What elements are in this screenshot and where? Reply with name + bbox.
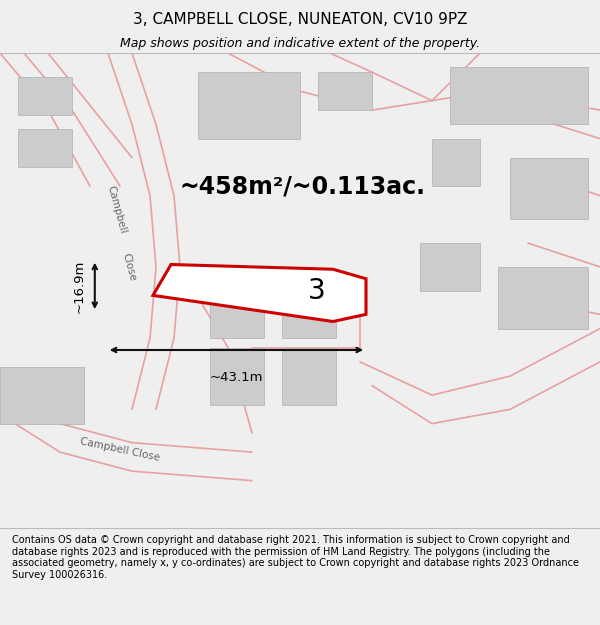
Text: Contains OS data © Crown copyright and database right 2021. This information is : Contains OS data © Crown copyright and d… bbox=[12, 535, 579, 580]
Polygon shape bbox=[282, 348, 336, 404]
Text: 3: 3 bbox=[308, 277, 326, 304]
Polygon shape bbox=[450, 68, 588, 124]
Polygon shape bbox=[210, 281, 264, 338]
Text: Campbell: Campbell bbox=[106, 184, 128, 235]
Polygon shape bbox=[0, 367, 84, 424]
Text: Close: Close bbox=[121, 252, 137, 282]
Polygon shape bbox=[432, 139, 480, 186]
Polygon shape bbox=[420, 243, 480, 291]
Polygon shape bbox=[510, 158, 588, 219]
Polygon shape bbox=[498, 267, 588, 329]
Text: 3, CAMPBELL CLOSE, NUNEATON, CV10 9PZ: 3, CAMPBELL CLOSE, NUNEATON, CV10 9PZ bbox=[133, 12, 467, 27]
Text: Campbell Close: Campbell Close bbox=[79, 436, 161, 463]
Polygon shape bbox=[18, 129, 72, 167]
Text: Map shows position and indicative extent of the property.: Map shows position and indicative extent… bbox=[120, 38, 480, 50]
Polygon shape bbox=[318, 72, 372, 110]
Text: ~43.1m: ~43.1m bbox=[209, 371, 263, 384]
Polygon shape bbox=[153, 264, 366, 321]
Polygon shape bbox=[210, 348, 264, 404]
Polygon shape bbox=[282, 281, 336, 338]
Polygon shape bbox=[18, 77, 72, 115]
Polygon shape bbox=[198, 72, 300, 139]
Text: ~16.9m: ~16.9m bbox=[73, 259, 86, 312]
Text: ~458m²/~0.113ac.: ~458m²/~0.113ac. bbox=[180, 174, 426, 198]
